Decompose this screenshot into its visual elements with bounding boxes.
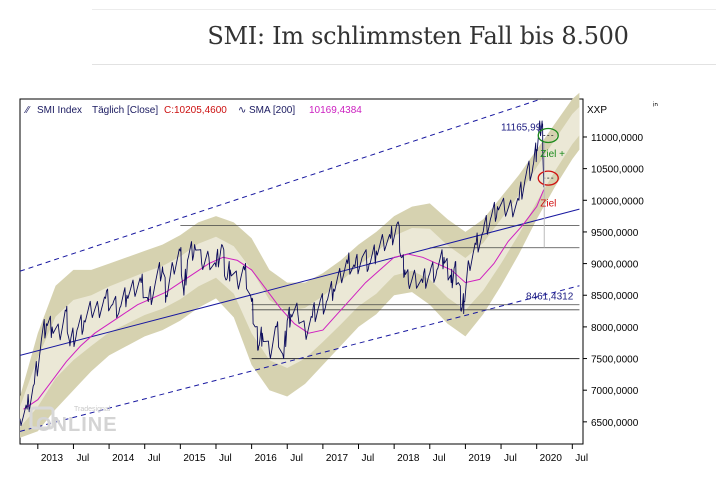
page-title: SMI: Im schlimmsten Fall bis 8.500 [207,22,629,50]
legend-close: C:10205,4600 [164,105,227,116]
x-tick-label: Jul [76,453,89,464]
x-tick-label: 2018 [397,453,420,464]
x-tick-label: 2020 [540,453,563,464]
axis-cursor-mark: ᵢₙ [653,98,658,108]
x-tick-label: Jul [504,453,517,464]
x-tick-label: 2019 [468,453,491,464]
channel-upper-line [20,99,543,272]
y-axis: 11000,0000 10500,0000 10000,0000 9500,0000 9… [583,133,644,429]
target-plus-circle [537,127,559,144]
y-tick-label: 8500,0000 [591,291,639,302]
tradesignal-watermark: Tradesignal ONLINE [29,406,118,436]
y-tick-label: 6500,0000 [591,418,639,429]
y-tick-label: 10000,0000 [591,196,644,207]
x-tick-label: Jul [575,453,588,464]
x-tick-label: 2014 [112,453,135,464]
legend-symbol: SMI Index [37,105,82,116]
series-layer [19,120,545,427]
target-circle [537,170,559,186]
channel-lower-line [20,285,580,432]
chart-legend: ∕∕ SMI Index Täglich [Close] C:10205,460… [23,105,362,116]
y-tick-label: 11000,0000 [591,133,644,144]
x-tick-label: Jul [219,453,232,464]
article-header: SMI: Im schlimmsten Fall bis 8.500 [0,0,716,80]
x-tick-label: 2013 [41,453,64,464]
legend-sma-value: 10169,4384 [309,105,362,116]
annotation-ziel: Ziel [540,199,556,210]
annotation-low: 8461,4312 [526,292,574,303]
legend-sma-label: SMA [200] [249,105,295,116]
x-axis: 2013 Jul 2014 Jul 2015 Jul 2016 Jul 2017 Jul 2018 J… [37,444,588,464]
y-tick-label: 10500,0000 [591,165,644,176]
axis-unit-label: XXP [587,105,607,116]
sma-line [23,189,545,410]
smi-chart: ∕∕ SMI Index Täglich [Close] C:10205,460… [19,92,658,464]
x-tick-label: 2016 [255,453,278,464]
x-tick-label: Jul [433,453,446,464]
header-divider [92,64,716,65]
legend-sma-icon: ∿ [238,105,246,116]
y-tick-label: 7000,0000 [591,386,639,397]
channel-lines-layer [20,99,580,432]
price-line [19,120,545,427]
watermark-logo-box [29,406,55,430]
y-tick-label: 9500,0000 [591,228,639,239]
trendline-line [20,208,580,356]
x-tick-label: Jul [148,453,161,464]
x-tick-label: Jul [362,453,375,464]
x-tick-label: 2017 [326,453,349,464]
watermark-small: Tradesignal [74,406,111,413]
target-markers-layer [537,127,559,248]
watermark-large: ONLINE [36,414,118,436]
horizontal-levels-layer [180,225,580,360]
annotation-high: 11165,99 [501,122,542,133]
y-tick-label: 7500,0000 [591,355,639,366]
x-tick-label: Jul [290,453,303,464]
y-tick-label: 9000,0000 [591,260,639,271]
top-divider [92,9,716,10]
annotation-ziel-plus: Ziel + [540,149,565,160]
y-tick-label: 8000,0000 [591,323,639,334]
legend-period: Täglich [Close] [92,105,158,116]
legend-price-icon: ∕∕ [23,105,31,116]
x-tick-label: 2015 [183,453,206,464]
